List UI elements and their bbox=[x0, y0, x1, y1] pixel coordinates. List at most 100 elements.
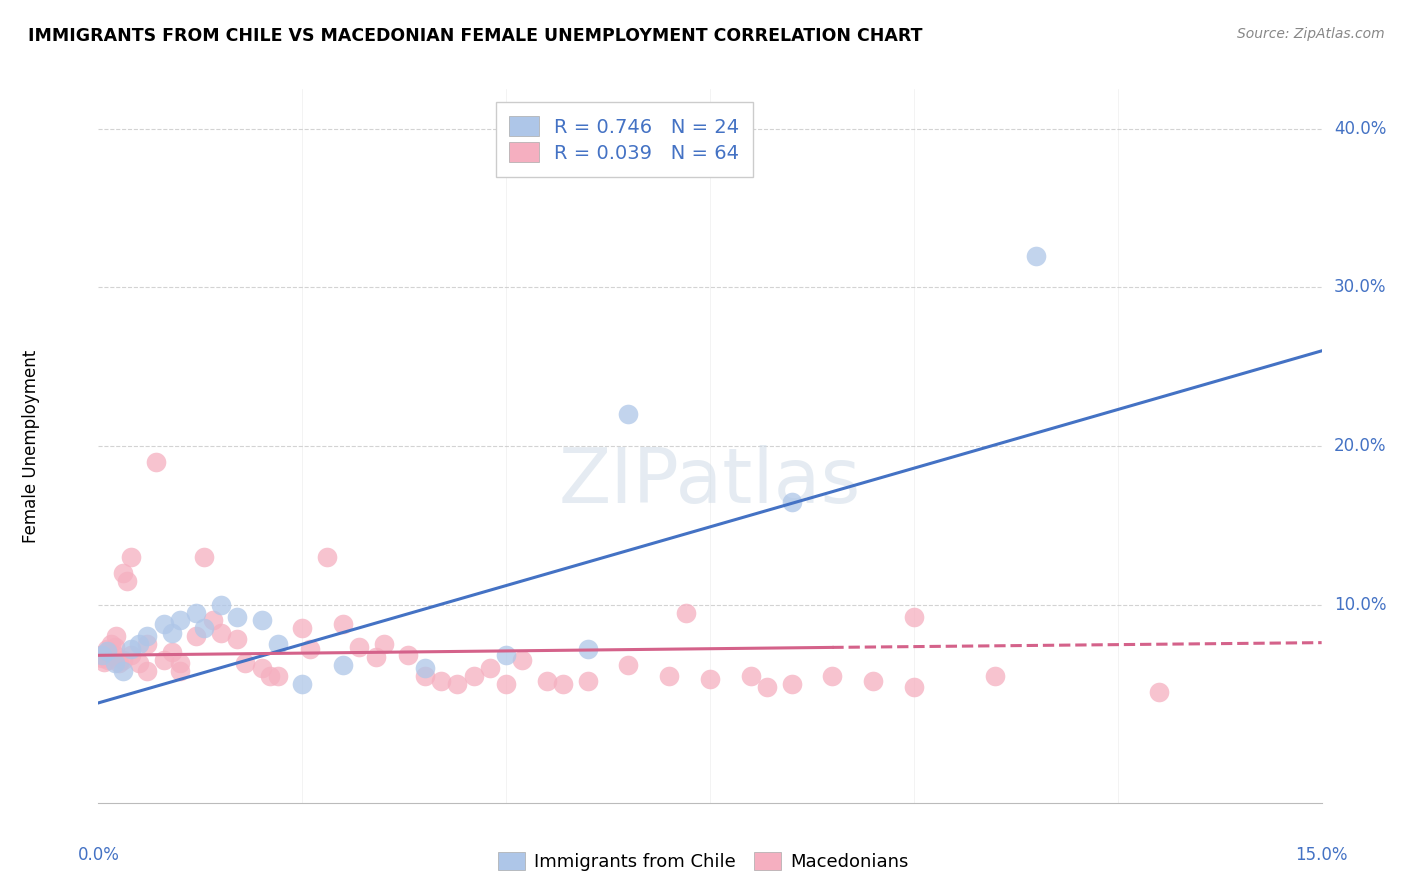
Point bbox=[332, 657, 354, 672]
Point bbox=[780, 677, 803, 691]
Point bbox=[699, 672, 721, 686]
Point bbox=[396, 648, 419, 663]
Text: ZIPatlas: ZIPatlas bbox=[558, 445, 862, 518]
Point bbox=[984, 669, 1007, 683]
Point bbox=[152, 653, 174, 667]
Point bbox=[128, 637, 150, 651]
Point bbox=[862, 673, 884, 688]
Point bbox=[104, 657, 127, 671]
Point bbox=[201, 614, 224, 628]
Point bbox=[512, 653, 534, 667]
Point bbox=[104, 640, 127, 655]
Point bbox=[226, 632, 249, 647]
Point bbox=[186, 606, 208, 620]
Point bbox=[446, 677, 468, 691]
Point bbox=[96, 643, 118, 657]
Point bbox=[617, 407, 640, 421]
Text: 0.0%: 0.0% bbox=[77, 846, 120, 863]
Point bbox=[658, 669, 681, 683]
Point bbox=[120, 549, 142, 564]
Point bbox=[209, 598, 232, 612]
Point bbox=[152, 616, 174, 631]
Point bbox=[97, 653, 120, 667]
Point bbox=[91, 648, 114, 663]
Point bbox=[136, 637, 159, 651]
Point bbox=[536, 673, 558, 688]
Point bbox=[96, 645, 118, 659]
Text: 40.0%: 40.0% bbox=[1334, 120, 1386, 138]
Point bbox=[100, 637, 122, 651]
Point bbox=[111, 566, 134, 580]
Point bbox=[128, 657, 150, 671]
Point bbox=[186, 629, 208, 643]
Point bbox=[105, 629, 128, 643]
Point bbox=[1147, 685, 1170, 699]
Point bbox=[104, 648, 127, 663]
Point bbox=[267, 669, 290, 683]
Point bbox=[193, 549, 215, 564]
Point bbox=[226, 610, 249, 624]
Legend: Immigrants from Chile, Macedonians: Immigrants from Chile, Macedonians bbox=[491, 845, 915, 879]
Point bbox=[120, 648, 142, 663]
Point bbox=[160, 645, 183, 659]
Point bbox=[553, 677, 575, 691]
Point bbox=[115, 574, 138, 588]
Text: 10.0%: 10.0% bbox=[1334, 596, 1386, 614]
Point bbox=[233, 657, 256, 671]
Point bbox=[349, 640, 371, 655]
Point bbox=[145, 455, 167, 469]
Text: 15.0%: 15.0% bbox=[1295, 846, 1348, 863]
Point bbox=[332, 616, 354, 631]
Point bbox=[495, 648, 517, 663]
Point bbox=[111, 653, 134, 667]
Point bbox=[136, 629, 159, 643]
Point bbox=[291, 677, 314, 691]
Point bbox=[413, 669, 436, 683]
Point bbox=[315, 549, 337, 564]
Point bbox=[250, 661, 273, 675]
Text: Female Unemployment: Female Unemployment bbox=[22, 350, 41, 542]
Point bbox=[1025, 249, 1047, 263]
Point bbox=[299, 642, 322, 657]
Point bbox=[91, 651, 114, 665]
Point bbox=[259, 669, 281, 683]
Point bbox=[250, 614, 273, 628]
Point bbox=[495, 677, 517, 691]
Text: Source: ZipAtlas.com: Source: ZipAtlas.com bbox=[1237, 27, 1385, 41]
Text: 30.0%: 30.0% bbox=[1334, 278, 1386, 296]
Point bbox=[364, 649, 387, 664]
Point bbox=[373, 637, 395, 651]
Text: IMMIGRANTS FROM CHILE VS MACEDONIAN FEMALE UNEMPLOYMENT CORRELATION CHART: IMMIGRANTS FROM CHILE VS MACEDONIAN FEMA… bbox=[28, 27, 922, 45]
Point bbox=[756, 680, 779, 694]
Point bbox=[903, 610, 925, 624]
Point bbox=[430, 673, 453, 688]
Point bbox=[120, 642, 142, 657]
Text: 20.0%: 20.0% bbox=[1334, 437, 1386, 455]
Point bbox=[463, 669, 485, 683]
Point bbox=[617, 657, 640, 672]
Point bbox=[740, 669, 762, 683]
Point bbox=[169, 664, 191, 678]
Point bbox=[108, 657, 131, 671]
Point bbox=[267, 637, 290, 651]
Point bbox=[193, 621, 215, 635]
Point bbox=[96, 642, 118, 657]
Point bbox=[209, 626, 232, 640]
Point bbox=[169, 614, 191, 628]
Point bbox=[136, 664, 159, 678]
Point bbox=[675, 606, 697, 620]
Point bbox=[478, 661, 501, 675]
Point bbox=[93, 655, 115, 669]
Point bbox=[413, 661, 436, 675]
Point bbox=[90, 648, 112, 663]
Point bbox=[903, 680, 925, 694]
Legend: R = 0.746   N = 24, R = 0.039   N = 64: R = 0.746 N = 24, R = 0.039 N = 64 bbox=[496, 103, 754, 177]
Point bbox=[160, 626, 183, 640]
Point bbox=[169, 657, 191, 671]
Point bbox=[111, 664, 134, 678]
Point bbox=[291, 621, 314, 635]
Point bbox=[821, 669, 844, 683]
Point bbox=[780, 494, 803, 508]
Point bbox=[576, 673, 599, 688]
Point bbox=[576, 642, 599, 657]
